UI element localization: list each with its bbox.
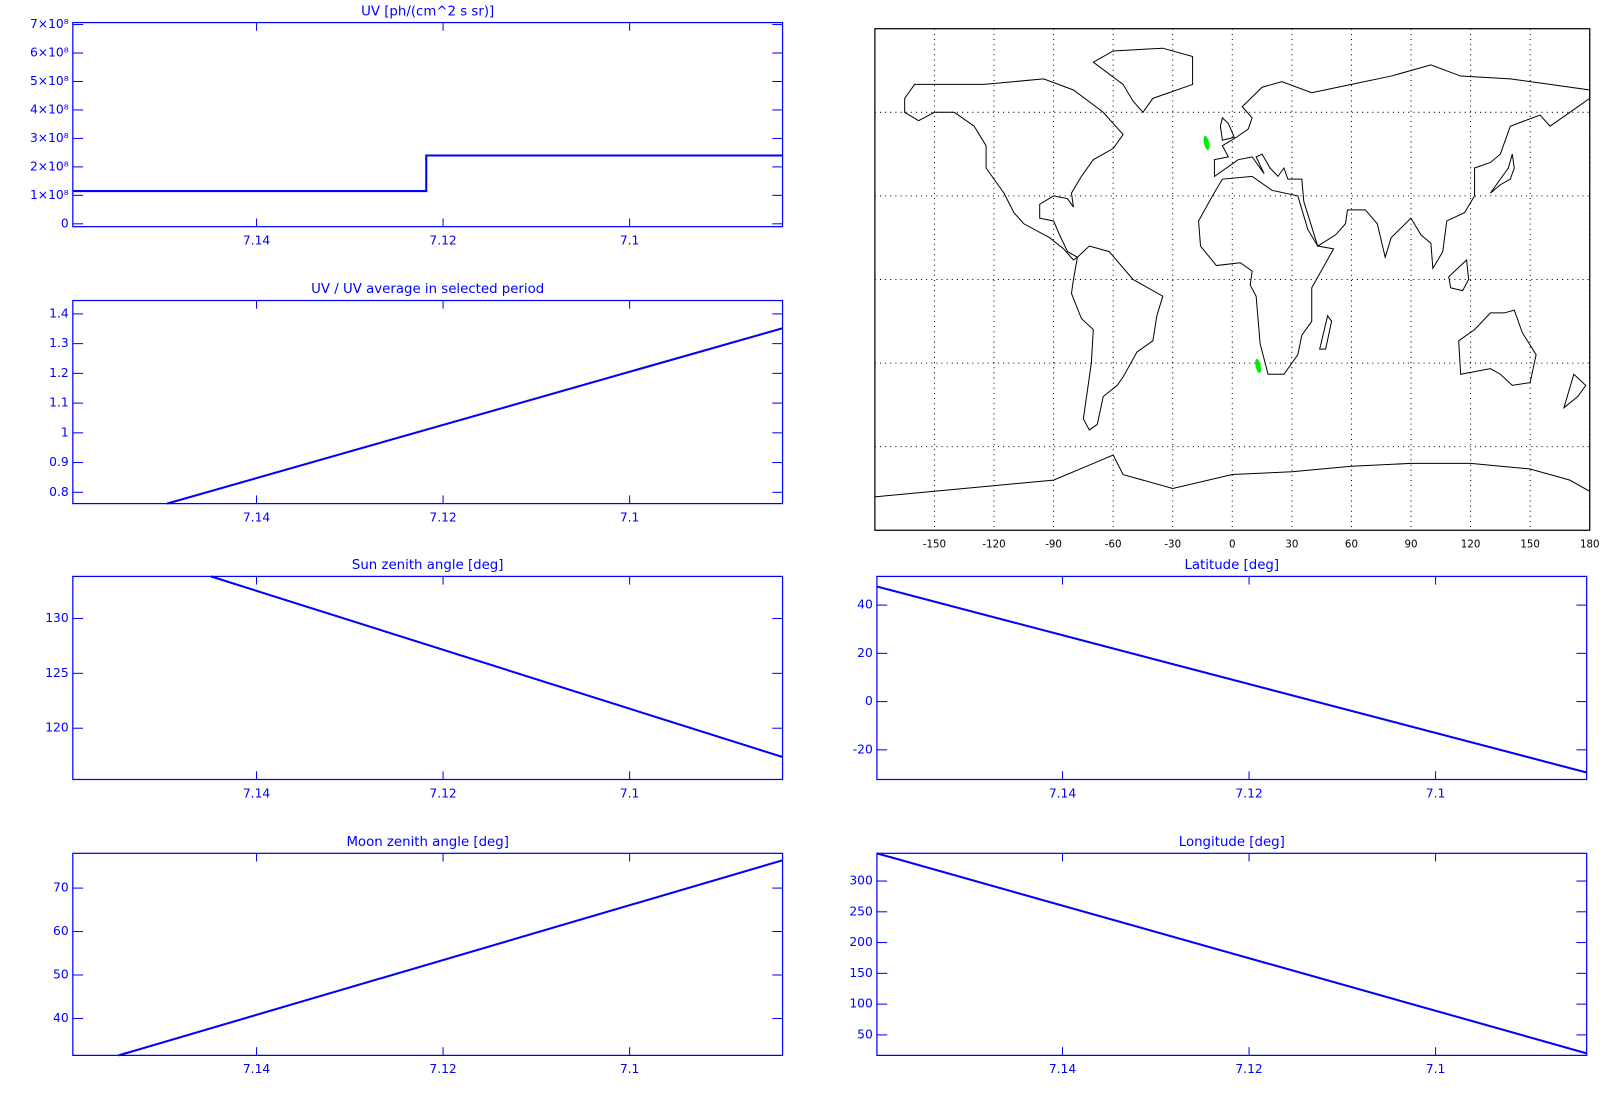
x-tick-label: 7.12 xyxy=(429,234,456,248)
track-point xyxy=(1255,358,1262,373)
data-line xyxy=(876,585,1587,774)
y-tick-label: 6×10⁸ xyxy=(30,46,69,60)
y-tick-label: 125 xyxy=(45,666,68,680)
y-tick-label: 40 xyxy=(857,598,873,612)
x-tick-label: 7.14 xyxy=(243,1062,271,1076)
chart-title: Latitude [deg] xyxy=(1184,558,1279,573)
x-tick-label: -60 xyxy=(1105,539,1122,551)
chart-title: UV / UV average in selected period xyxy=(311,282,544,297)
y-tick-label: 1 xyxy=(61,425,69,439)
x-tick-label: 7.14 xyxy=(1049,786,1077,800)
chart-title: Sun zenith angle [deg] xyxy=(352,558,504,573)
x-tick-label: 7.1 xyxy=(1426,786,1446,800)
y-tick-label: 1.2 xyxy=(49,366,69,380)
data-line xyxy=(876,852,1587,1055)
x-tick-label: 180 xyxy=(1580,539,1600,551)
x-tick-label: 60 xyxy=(1345,539,1358,551)
x-tick-label: 7.12 xyxy=(429,786,456,800)
x-tick-label: -120 xyxy=(982,539,1005,551)
y-tick-label: 0 xyxy=(865,694,873,708)
x-tick-label: 7.12 xyxy=(1235,786,1262,800)
y-tick-label: 200 xyxy=(849,935,872,949)
x-tick-label: 30 xyxy=(1285,539,1298,551)
data-line xyxy=(166,327,783,505)
y-tick-label: 300 xyxy=(849,874,872,888)
coastlines xyxy=(875,48,1590,497)
y-tick-label: 50 xyxy=(53,967,69,981)
y-tick-label: 1×10⁸ xyxy=(30,188,69,202)
y-tick-label: 0.9 xyxy=(49,455,69,469)
plot-frame xyxy=(876,852,1588,1056)
x-tick-label: 7.14 xyxy=(1049,1062,1077,1076)
y-tick-label: -20 xyxy=(853,742,873,756)
y-tick-label: 120 xyxy=(45,721,68,735)
y-tick-label: 0.8 xyxy=(49,485,69,499)
chart-title: UV [ph/(cm^2 s sr)] xyxy=(361,4,494,19)
chart-title: Moon zenith angle [deg] xyxy=(346,835,508,850)
y-tick-label: 1.1 xyxy=(49,396,69,410)
x-tick-label: 7.1 xyxy=(620,786,640,800)
y-tick-label: 60 xyxy=(53,924,69,938)
y-tick-label: 4×10⁸ xyxy=(30,102,69,116)
plot-frame xyxy=(876,575,1588,781)
x-tick-label: 120 xyxy=(1461,539,1481,551)
y-tick-label: 100 xyxy=(849,997,872,1011)
x-tick-label: 7.1 xyxy=(620,234,640,248)
y-tick-label: 0 xyxy=(61,216,69,230)
x-tick-label: 7.1 xyxy=(620,1062,640,1076)
x-tick-label: 7.14 xyxy=(243,786,271,800)
y-tick-label: 50 xyxy=(857,1027,873,1041)
y-tick-label: 7×10⁸ xyxy=(30,17,69,31)
x-tick-label: 7.12 xyxy=(429,510,456,524)
x-tick-label: -150 xyxy=(923,539,946,551)
y-tick-label: 250 xyxy=(849,904,872,918)
plot-frame xyxy=(72,21,784,228)
y-tick-label: 2×10⁸ xyxy=(30,159,69,173)
y-tick-label: 1.4 xyxy=(49,306,69,320)
x-tick-label: 7.1 xyxy=(1426,1062,1446,1076)
y-tick-label: 40 xyxy=(53,1011,69,1025)
x-tick-label: 7.14 xyxy=(243,510,271,524)
x-tick-label: 7.1 xyxy=(620,510,640,524)
y-tick-label: 1.3 xyxy=(49,336,69,350)
track-point xyxy=(1203,135,1210,151)
y-tick-label: 70 xyxy=(53,881,69,895)
y-tick-label: 5×10⁸ xyxy=(30,74,69,88)
plot-frame xyxy=(72,299,784,505)
x-tick-label: 90 xyxy=(1405,539,1418,551)
x-tick-label: 150 xyxy=(1520,539,1540,551)
x-tick-label: 7.12 xyxy=(429,1062,456,1076)
x-tick-label: 7.12 xyxy=(1235,1062,1262,1076)
plot-frame xyxy=(72,852,784,1056)
y-tick-label: 130 xyxy=(45,611,68,625)
plot-frame xyxy=(72,575,784,781)
data-line xyxy=(210,575,783,759)
chart-title: Longitude [deg] xyxy=(1179,835,1285,850)
x-tick-label: -30 xyxy=(1164,539,1181,551)
y-tick-label: 20 xyxy=(857,646,873,660)
y-tick-label: 150 xyxy=(849,966,872,980)
x-tick-label: 7.14 xyxy=(243,234,271,248)
y-tick-label: 3×10⁸ xyxy=(30,131,69,145)
x-tick-label: 0 xyxy=(1229,539,1236,551)
x-tick-label: -90 xyxy=(1045,539,1062,551)
data-line xyxy=(118,859,783,1057)
data-line xyxy=(72,154,783,193)
